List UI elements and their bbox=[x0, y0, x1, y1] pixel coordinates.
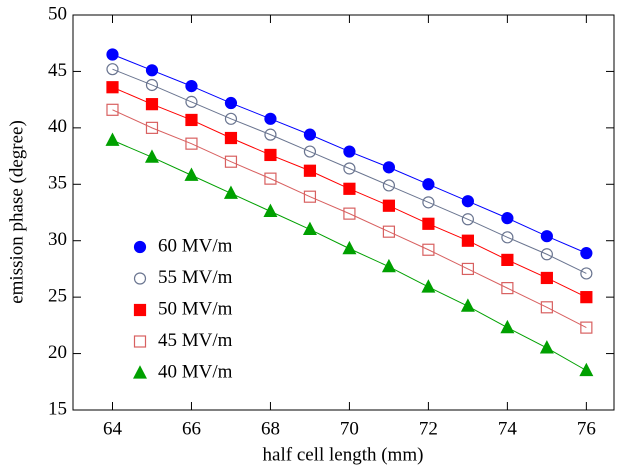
x-axis-label: half cell length (mm) bbox=[263, 444, 424, 465]
marker bbox=[540, 271, 553, 285]
series-line bbox=[112, 68, 587, 274]
marker bbox=[343, 145, 356, 158]
marker bbox=[342, 240, 357, 255]
y-tick-label: 35 bbox=[48, 173, 67, 194]
marker bbox=[224, 112, 238, 125]
y-axis-label: emission phase (degree) bbox=[6, 120, 27, 304]
y-tick-label: 40 bbox=[48, 116, 67, 137]
marker bbox=[422, 196, 435, 209]
marker bbox=[106, 103, 119, 116]
x-tick-label: 70 bbox=[340, 418, 359, 439]
marker bbox=[184, 167, 199, 181]
y-tick-label: 15 bbox=[48, 398, 67, 419]
marker bbox=[303, 190, 317, 203]
marker bbox=[185, 113, 198, 127]
marker bbox=[460, 298, 475, 312]
marker bbox=[264, 128, 277, 141]
marker bbox=[539, 340, 554, 354]
marker bbox=[382, 225, 396, 238]
marker bbox=[501, 231, 514, 244]
x-tick-label: 72 bbox=[419, 418, 438, 439]
marker bbox=[540, 230, 553, 243]
marker bbox=[500, 319, 515, 334]
marker bbox=[461, 195, 474, 208]
legend-marker bbox=[133, 365, 147, 379]
x-tick-label: 68 bbox=[261, 418, 280, 439]
x-tick-label: 76 bbox=[577, 418, 596, 439]
marker bbox=[263, 203, 278, 217]
y-tick-label: 30 bbox=[48, 229, 67, 250]
marker bbox=[145, 64, 159, 77]
marker bbox=[303, 145, 317, 158]
series-line bbox=[112, 109, 587, 329]
marker bbox=[422, 217, 435, 230]
marker bbox=[145, 98, 159, 111]
marker bbox=[382, 161, 396, 174]
marker bbox=[422, 178, 435, 191]
marker bbox=[540, 301, 553, 314]
legend-marker bbox=[133, 335, 147, 348]
marker bbox=[224, 96, 238, 110]
legend-label: 60 MV/m bbox=[158, 235, 233, 256]
marker bbox=[580, 321, 593, 334]
marker bbox=[501, 212, 514, 225]
marker bbox=[185, 79, 198, 93]
legend-marker bbox=[133, 272, 147, 285]
marker bbox=[461, 213, 474, 226]
marker bbox=[580, 267, 593, 280]
marker bbox=[461, 234, 474, 247]
marker bbox=[501, 282, 514, 295]
marker bbox=[264, 148, 277, 162]
marker bbox=[303, 128, 317, 141]
legend-label: 55 MV/m bbox=[158, 267, 233, 288]
marker bbox=[264, 172, 277, 185]
y-tick-label: 20 bbox=[48, 342, 67, 363]
plot-frame bbox=[72, 14, 615, 411]
y-tick-label: 50 bbox=[48, 3, 67, 24]
x-tick-label: 64 bbox=[103, 418, 123, 439]
marker bbox=[381, 258, 396, 273]
marker bbox=[382, 179, 396, 192]
y-tick-label: 25 bbox=[48, 286, 67, 307]
marker bbox=[382, 199, 396, 212]
marker bbox=[145, 78, 159, 92]
marker bbox=[540, 248, 553, 261]
marker bbox=[224, 131, 238, 145]
marker bbox=[106, 63, 119, 76]
marker bbox=[343, 182, 356, 195]
marker bbox=[185, 95, 198, 109]
legend-label: 40 MV/m bbox=[158, 361, 233, 382]
x-tick-label: 74 bbox=[498, 418, 518, 439]
legend-marker bbox=[133, 303, 147, 317]
marker bbox=[580, 291, 593, 304]
marker bbox=[302, 221, 317, 236]
marker bbox=[106, 48, 119, 61]
marker bbox=[223, 185, 238, 199]
marker bbox=[185, 137, 198, 150]
marker bbox=[343, 162, 356, 175]
marker bbox=[501, 253, 514, 266]
x-tick-label: 66 bbox=[182, 418, 201, 439]
legend-marker bbox=[133, 240, 147, 254]
marker bbox=[144, 149, 159, 163]
marker bbox=[105, 132, 120, 146]
marker bbox=[421, 279, 436, 293]
marker bbox=[303, 164, 317, 177]
marker bbox=[343, 207, 356, 220]
legend-label: 50 MV/m bbox=[158, 298, 233, 319]
marker bbox=[580, 247, 593, 260]
marker bbox=[461, 262, 474, 276]
marker bbox=[106, 81, 119, 94]
marker bbox=[422, 243, 435, 256]
marker bbox=[224, 155, 238, 168]
legend-label: 45 MV/m bbox=[158, 330, 233, 351]
y-tick-label: 45 bbox=[48, 60, 67, 81]
marker bbox=[145, 121, 159, 134]
marker bbox=[579, 362, 594, 377]
marker bbox=[264, 112, 277, 125]
